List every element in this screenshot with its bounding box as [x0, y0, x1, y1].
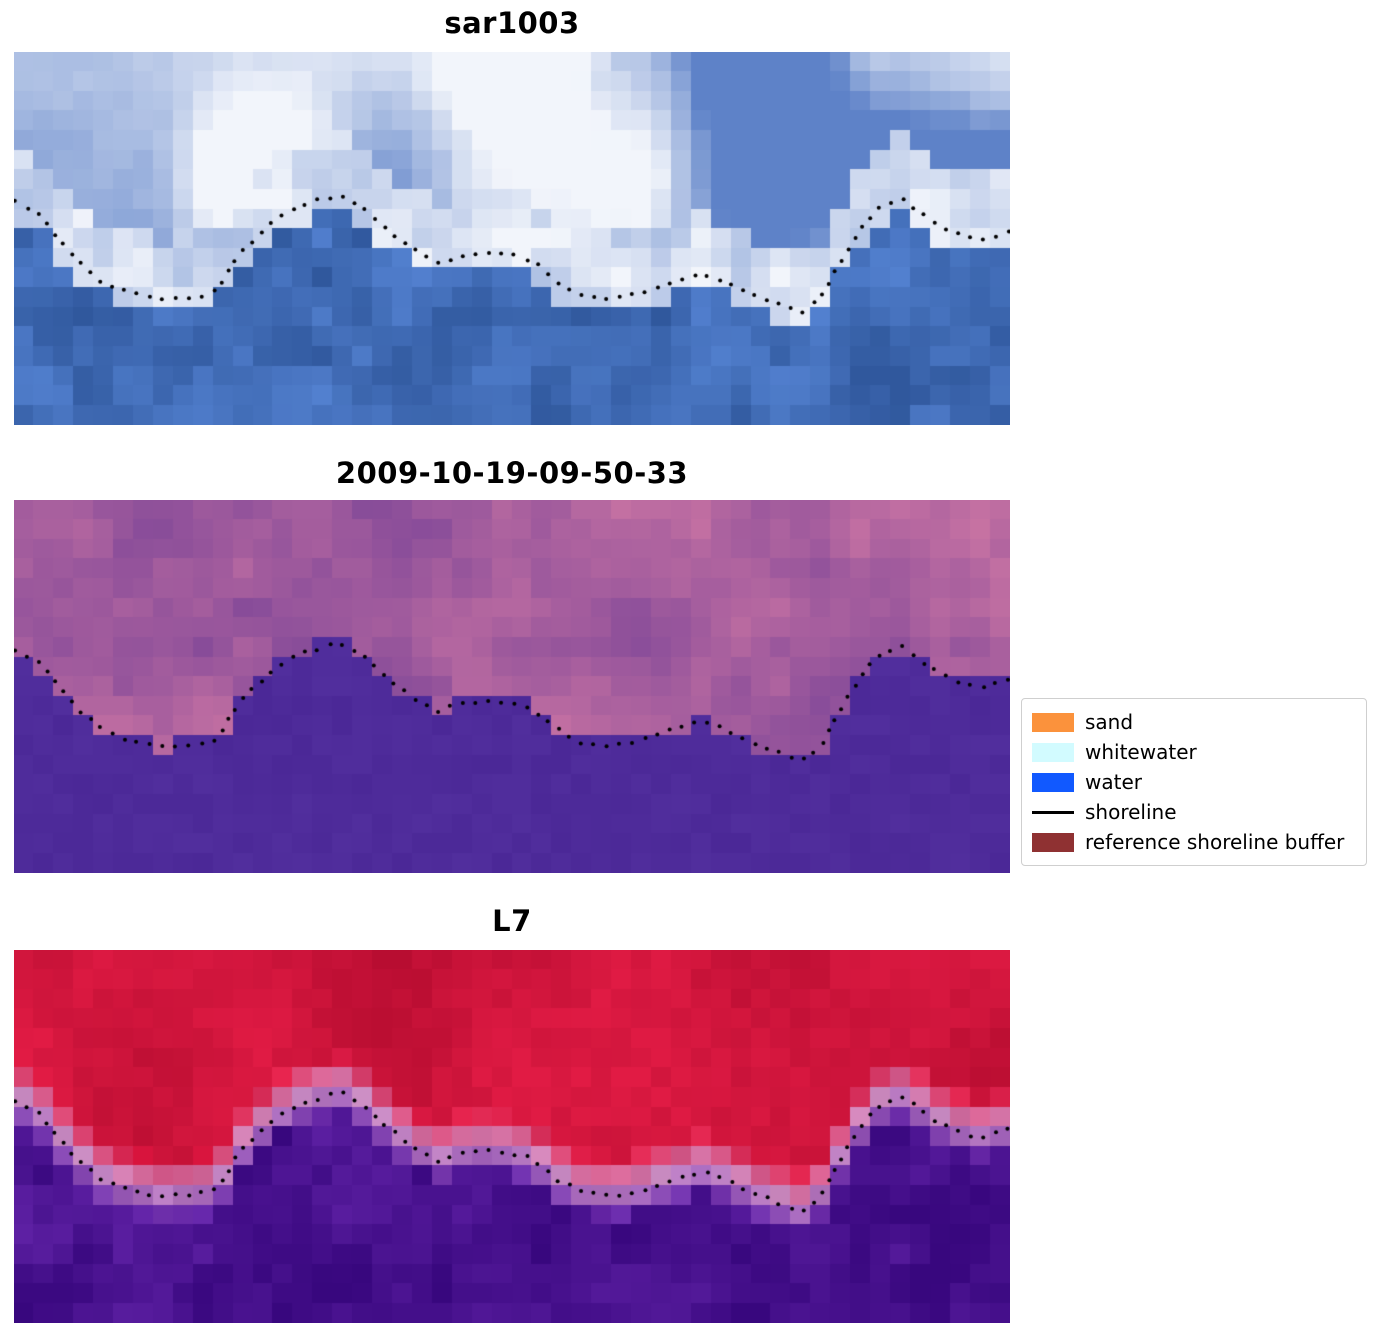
water-swatch-icon — [1032, 772, 1074, 792]
panel-title-date: 2009-10-19-09-50-33 — [335, 456, 689, 490]
panel-image-l7 — [14, 950, 1010, 1323]
legend-label-shoreline: shoreline — [1085, 800, 1177, 824]
legend-item-sand: sand — [1032, 707, 1356, 737]
panel-image-sar1003 — [14, 52, 1010, 425]
whitewater-swatch-icon — [1032, 742, 1074, 762]
legend-item-reference-buffer: reference shoreline buffer — [1032, 827, 1356, 857]
legend-label-whitewater: whitewater — [1085, 740, 1197, 764]
sand-swatch-icon — [1032, 712, 1074, 732]
legend-item-shoreline: shoreline — [1032, 797, 1356, 827]
legend-item-water: water — [1032, 767, 1356, 797]
panel-title-sar1003: sar1003 — [444, 6, 580, 40]
legend-item-whitewater: whitewater — [1032, 737, 1356, 767]
legend-label-water: water — [1085, 770, 1142, 794]
legend-label-reference-buffer: reference shoreline buffer — [1085, 830, 1345, 854]
panel-title-l7: L7 — [492, 904, 532, 938]
legend-label-sand: sand — [1085, 710, 1134, 734]
panel-image-classified — [14, 500, 1010, 873]
legend: sand whitewater water shoreline referenc… — [1021, 698, 1367, 866]
reference-buffer-swatch-icon — [1032, 832, 1074, 852]
shoreline-line-icon — [1032, 810, 1074, 814]
